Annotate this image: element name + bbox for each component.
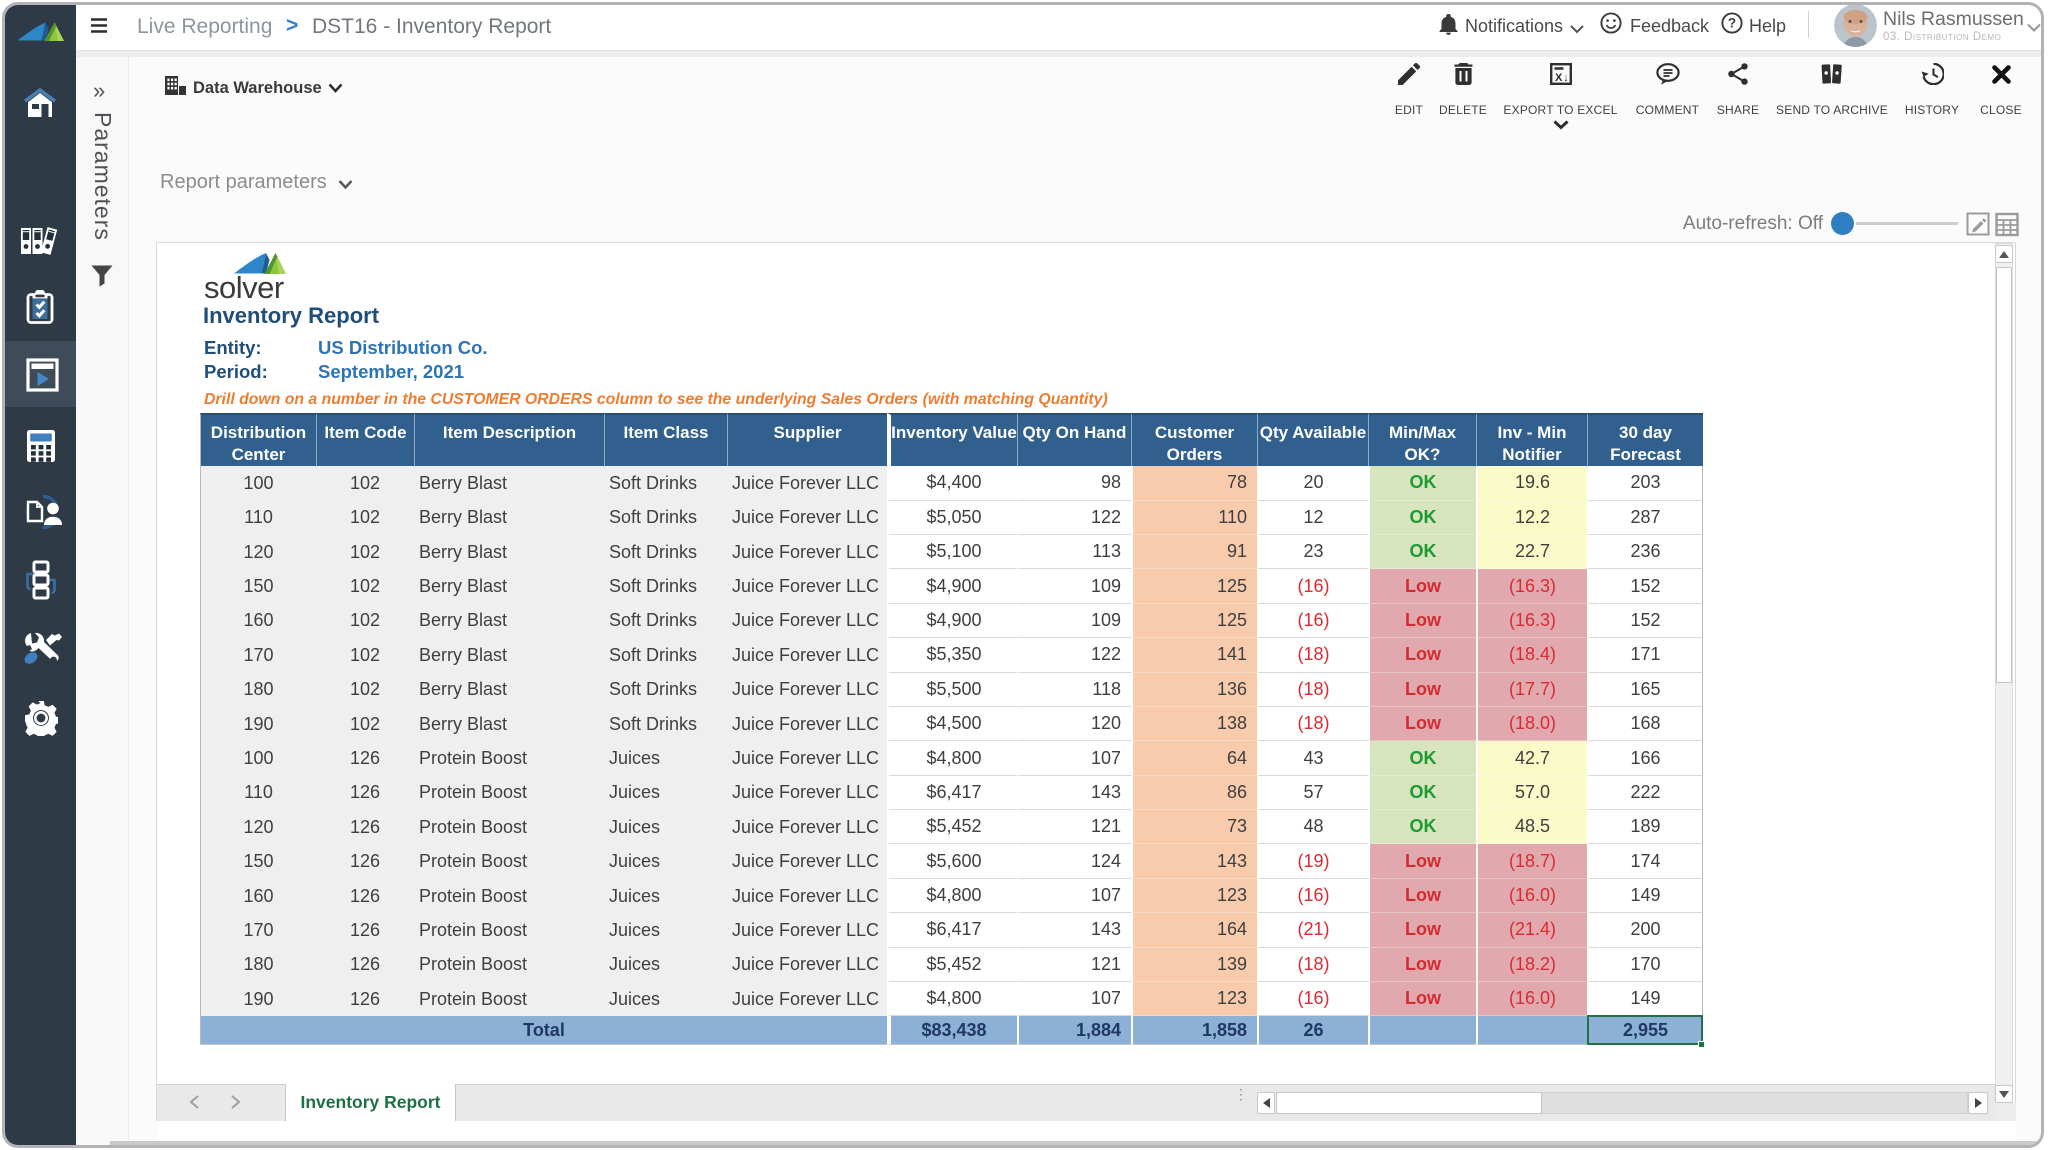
- svg-text:X ↓: X ↓: [1555, 72, 1569, 84]
- svg-text:?: ?: [1728, 16, 1736, 31]
